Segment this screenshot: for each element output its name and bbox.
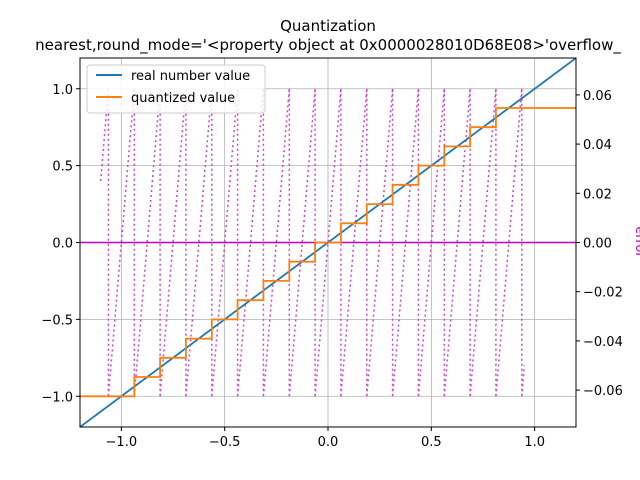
y-tick-label: 0.0 bbox=[52, 237, 73, 252]
x-tick-label: −1.0 bbox=[106, 435, 138, 450]
legend-box bbox=[86, 64, 266, 114]
y-tick-label: −1.0 bbox=[41, 390, 73, 405]
y-tick-label: 1.0 bbox=[52, 83, 73, 98]
chart-subtitle: nearest,round_mode='<property object at … bbox=[35, 36, 621, 55]
y2-tick-label: −0.02 bbox=[583, 286, 623, 301]
axes: −1.0 −0.5 0.0 0.5 1.0 −1.0 −0.5 0.0 0.5 1.0 −0.06 −… bbox=[41, 57, 623, 450]
y2-tick-label: 0.02 bbox=[583, 187, 612, 202]
y-tick-label: 0.5 bbox=[52, 160, 73, 175]
y2-tick-label: −0.06 bbox=[583, 384, 623, 399]
y2-axis-label: error bbox=[632, 226, 640, 258]
quantized-value-line bbox=[80, 107, 576, 398]
y2-tick-label: −0.04 bbox=[583, 335, 623, 350]
x-tick-label: 1.0 bbox=[524, 435, 545, 450]
plot-area bbox=[80, 58, 576, 427]
legend-label-real: real number value bbox=[131, 69, 250, 84]
y2-tick-label: 0.04 bbox=[583, 138, 612, 153]
x-tick-label: −0.5 bbox=[209, 435, 241, 450]
chart-title: Quantization bbox=[280, 17, 376, 35]
y2-tick-label: 0.00 bbox=[583, 237, 612, 252]
legend-label-quantized: quantized value bbox=[131, 91, 235, 106]
y2-tick-label: 0.06 bbox=[583, 89, 612, 104]
y-tick-label: −0.5 bbox=[41, 313, 73, 328]
error-series-line bbox=[99, 88, 526, 397]
x-tick-label: 0.5 bbox=[421, 435, 442, 450]
x-tick-label: 0.0 bbox=[318, 435, 339, 450]
legend: real number value quantized value bbox=[86, 64, 266, 114]
